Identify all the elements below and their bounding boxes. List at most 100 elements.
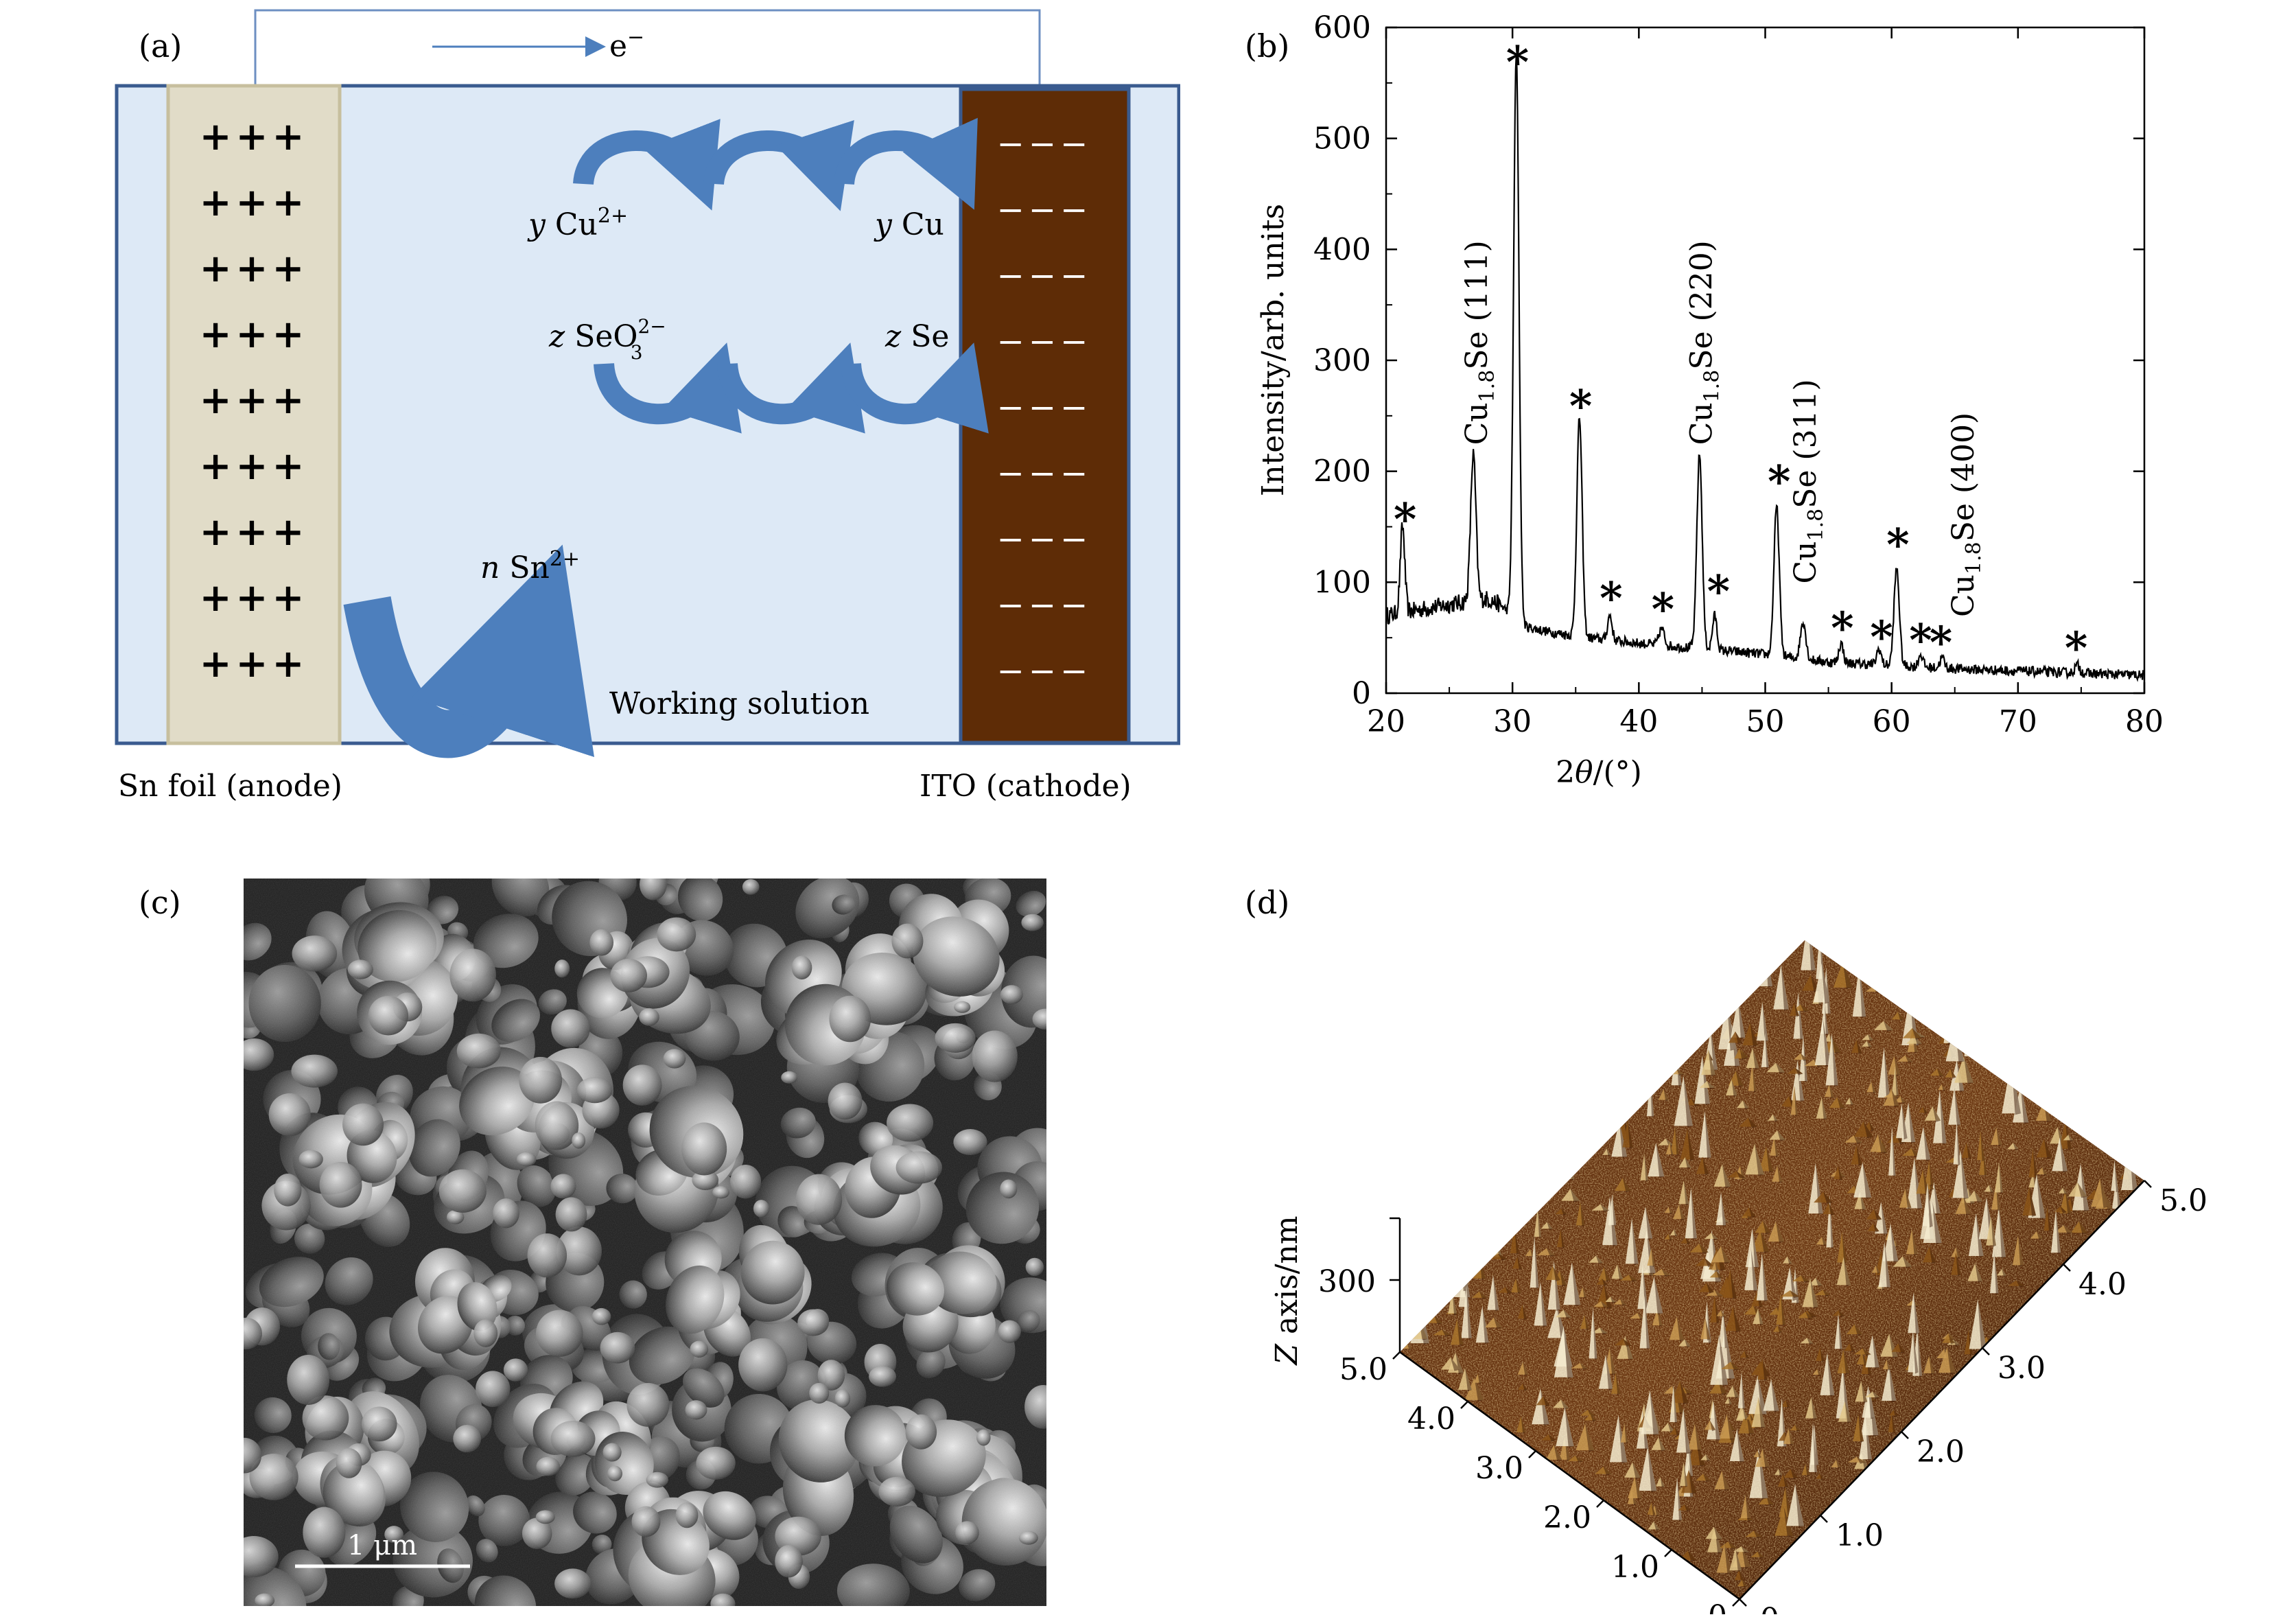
cathode-minus-row: −−−: [997, 125, 1092, 163]
panel-b: 20 30 40 50 60 70 80 0 100 200 300 400 500 600 * * * * * *…: [1221, 0, 2296, 824]
electron-label: e−: [609, 25, 644, 64]
xrd-x-tick-label: 30: [1493, 704, 1532, 739]
anode-plus-row: +++: [200, 312, 309, 357]
xrd-star-marker: *: [1506, 36, 1529, 88]
xrd-x-tick-label: 70: [1999, 704, 2037, 739]
xrd-peak-label: Cu1.8Se (311): [1788, 379, 1828, 583]
working-solution-label: Working solution: [609, 686, 869, 721]
afm-axis-ticks: 5.0 4.0 3.0 2.0 1.0 0 0 1.0 2.0 3.0 4.0 5.0: [1339, 1180, 2207, 1617]
y-cu-deposit-label: y Cu: [874, 207, 944, 242]
panel-d: (d) 300 Z axis/nm: [1221, 851, 2296, 1617]
anode-plus-row: +++: [200, 641, 309, 686]
panel-c: (c) 1 μm: [0, 851, 1180, 1614]
cathode-minus-row: −−−: [997, 454, 1092, 493]
anode-plus-row: +++: [200, 377, 309, 423]
xrd-star-marker: *: [1831, 603, 1853, 654]
xrd-y-tick-label: 100: [1313, 565, 1371, 600]
afm-z-tick: 300: [1318, 1264, 1376, 1299]
cathode-minus-row: −−−: [997, 520, 1092, 559]
afm-right-tick-label: 5.0: [2159, 1183, 2207, 1218]
xrd-x-tick-label: 50: [1746, 704, 1785, 739]
afm-right-tick-label: 0: [1760, 1602, 1779, 1614]
afm-right-tick-label: 2.0: [1917, 1434, 1965, 1469]
xrd-star-marker: *: [1652, 583, 1674, 635]
anode-plus-row: +++: [200, 575, 309, 620]
afm-right-axis: [1739, 1180, 2145, 1600]
cathode-caption: ITO (cathode): [919, 769, 1132, 804]
xrd-y-tick-label: 300: [1313, 343, 1371, 378]
xrd-peak-labels: Cu1.8Se (111) Cu1.8Se (220) Cu1.8Se (311) C…: [1460, 240, 1986, 617]
cu-transport-arrows: [573, 117, 978, 211]
afm-3d-topography: 300 Z axis/nm 5.0 4.0 3.0 2.0 1.0 0 0 1.0 2.0 3.0…: [1269, 940, 2207, 1617]
xrd-star-marker: *: [1886, 520, 1909, 571]
cathode-minus-row: −−−: [997, 257, 1092, 295]
panel-label-c: (c): [139, 884, 181, 921]
cathode-minus-row: −−−: [997, 323, 1092, 361]
afm-left-axis: [1399, 1351, 1740, 1601]
afm-left-tick-label: 2.0: [1543, 1500, 1591, 1535]
sem-micrograph: 1 μm: [244, 879, 1046, 1606]
anode-plus-row: +++: [200, 509, 309, 555]
xrd-x-tick-label: 80: [2125, 704, 2164, 739]
anode-caption: Sn foil (anode): [118, 769, 342, 804]
xrd-y-tick-label: 200: [1313, 454, 1371, 489]
z-seo3-ion-label: z SeO2− 3: [548, 315, 666, 364]
cathode-minus-row: −−−: [997, 652, 1092, 690]
xrd-y-axis-label: Intensity/arb. units: [1256, 204, 1291, 496]
anode-plus-row: +++: [200, 246, 309, 291]
electrochemical-cell-diagram: e− +++++++++++++++++++++++++++ −−−−−−−−−…: [115, 9, 1181, 804]
afm-right-tick-label: 1.0: [1836, 1518, 1884, 1553]
anode-plus-row: +++: [200, 180, 309, 225]
xrd-star-marker: *: [1394, 493, 1416, 545]
xrd-star-marker: *: [1870, 612, 1893, 663]
cathode-minus-row: −−−: [997, 191, 1092, 229]
n-sn-ion-label: n Sn2+: [480, 547, 580, 585]
se-transport-arrows: [594, 342, 989, 434]
xrd-x-tick-label: 40: [1619, 704, 1658, 739]
xrd-star-marker: *: [1930, 617, 1952, 668]
xrd-x-tick-label: 20: [1367, 704, 1405, 739]
xrd-pattern-line: [1385, 55, 2145, 682]
afm-left-tick-label: 5.0: [1339, 1352, 1387, 1387]
xrd-star-marker: *: [1909, 615, 1932, 666]
xrd-peak-label: Cu1.8Se (400): [1946, 412, 1986, 617]
afm-left-tick-label: 3.0: [1475, 1451, 1523, 1486]
anode-charges: +++ +++ +++ +++ +++ +++ +++ +++ +++: [200, 114, 309, 686]
y-cu-ion-label: y Cu2+: [527, 204, 628, 242]
anode-plus-row: +++: [200, 114, 309, 159]
xrd-star-marker: *: [1707, 566, 1730, 618]
panel-a: e− +++ +++ +++ +++ +++ +++ +++ +++ +++ −−− −−− −−−…: [0, 0, 1181, 824]
xrd-peak-label: Cu1.8Se (111): [1460, 240, 1499, 445]
afm-left-tick-label: 1.0: [1611, 1550, 1659, 1585]
xrd-y-tick-label: 500: [1313, 121, 1371, 156]
panel-label-a: (a): [139, 27, 183, 65]
anode-plus-row: +++: [200, 443, 309, 489]
xrd-star-marker: *: [1600, 572, 1622, 624]
external-wire: [254, 9, 1041, 86]
afm-left-tick-label: 4.0: [1407, 1401, 1455, 1436]
afm-z-axis-label: Z axis/nm: [1269, 1215, 1304, 1366]
xrd-x-tick-label: 60: [1873, 704, 1911, 739]
z-se-deposit-label: z Se: [885, 319, 949, 354]
cathode-minus-row: −−−: [997, 388, 1092, 427]
xrd-y-tick-label: 400: [1313, 232, 1371, 267]
xrd-star-marker: *: [2065, 623, 2087, 674]
xrd-star-marker: *: [1768, 456, 1790, 508]
sn-dissolution-arrow: [343, 544, 594, 758]
afm-right-tick-label: 3.0: [1998, 1351, 2046, 1386]
xrd-y-tick-label: 0: [1352, 676, 1371, 711]
xrd-y-tick-label: 600: [1313, 10, 1371, 45]
ito-cathode: [959, 87, 1131, 745]
afm-right-tick-label: 4.0: [2078, 1267, 2127, 1302]
panel-label-b: (b): [1245, 27, 1290, 65]
cathode-charges: −−− −−− −−− −−− −−− −−− −−− −−− −−−: [997, 125, 1092, 690]
xrd-star-marker: *: [1569, 381, 1592, 432]
xrd-peak-label: Cu1.8Se (220): [1685, 240, 1724, 445]
scale-bar-label: 1 μm: [347, 1530, 417, 1561]
xrd-x-axis-label: 2θ/(°): [1556, 755, 1642, 790]
afm-left-tick-label: 0: [1708, 1599, 1727, 1614]
xrd-star-markers: **** * *** **** *: [1394, 36, 2087, 674]
cathode-minus-row: −−−: [997, 586, 1092, 625]
panel-label-d: (d): [1245, 884, 1290, 921]
